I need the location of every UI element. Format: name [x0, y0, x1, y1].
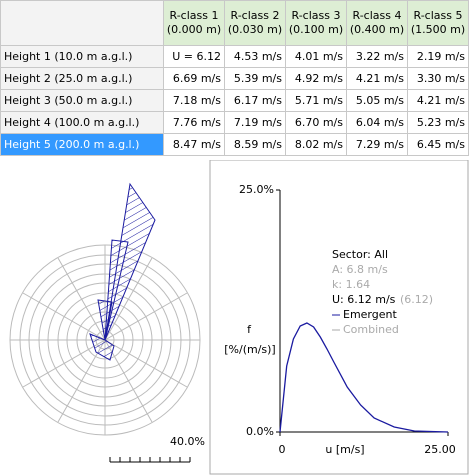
cell: 3.22 m/s: [346, 45, 408, 68]
cell: 4.53 m/s: [224, 45, 286, 68]
column-name: R-class 1: [169, 9, 219, 22]
y-axis-label: f: [247, 323, 252, 336]
row-header: Height 2 (25.0 m a.g.l.): [0, 67, 164, 90]
cell: 7.76 m/s: [163, 111, 225, 134]
legend-a: A: 6.8 m/s: [332, 263, 388, 276]
plot-frame: [209, 160, 469, 475]
cell: 8.59 m/s: [224, 133, 286, 156]
cell: 8.47 m/s: [163, 133, 225, 156]
header-row: R-class 1 (0.000 m) R-class 2 (0.030 m) R-cl…: [0, 0, 469, 46]
cell: 6.69 m/s: [163, 67, 225, 90]
cell: 5.23 m/s: [407, 111, 469, 134]
column-header: R-class 2 (0.030 m): [224, 0, 286, 46]
cell: 4.21 m/s: [346, 67, 408, 90]
cell: 5.39 m/s: [224, 67, 286, 90]
row-header: Height 5 (200.0 m a.g.l.): [0, 133, 164, 156]
legend-emergent: Emergent: [343, 308, 397, 321]
table-row: Height 3 (50.0 m a.g.l.) 7.18 m/s 6.17 m/s…: [0, 89, 469, 112]
column-height: (0.400 m): [349, 23, 405, 36]
column-height: (1.500 m): [410, 23, 466, 36]
cell: 4.01 m/s: [285, 45, 347, 68]
table-row: Height 2 (25.0 m a.g.l.) 6.69 m/s 5.39 m/s…: [0, 67, 469, 90]
legend-sector: Sector: All: [332, 248, 388, 261]
cell: 5.05 m/s: [346, 89, 408, 112]
column-height: (0.000 m): [166, 23, 222, 36]
y-axis-unit: [%/(m/s)]: [224, 343, 275, 356]
cell: 7.29 m/s: [346, 133, 408, 156]
legend-u: U: 6.12 m/s: [332, 293, 396, 306]
column-name: R-class 5: [413, 9, 463, 22]
column-name: R-class 3: [291, 9, 341, 22]
cell: 4.92 m/s: [285, 67, 347, 90]
cell: 6.45 m/s: [407, 133, 469, 156]
column-height: (0.030 m): [227, 23, 283, 36]
cell: 3.30 m/s: [407, 67, 469, 90]
rose-scale: 40.0%: [170, 435, 205, 448]
column-height: (0.100 m): [288, 23, 344, 36]
results-table: R-class 1 (0.000 m) R-class 2 (0.030 m) R-cl…: [0, 0, 469, 156]
cell: 4.21 m/s: [407, 89, 469, 112]
legend-u-combined: (6.12): [400, 293, 433, 306]
column-name: R-class 2: [230, 9, 280, 22]
column-name: R-class 4: [352, 9, 402, 22]
cell: 6.17 m/s: [224, 89, 286, 112]
row-header: Height 3 (50.0 m a.g.l.): [0, 89, 164, 112]
table-row: Height 5 (200.0 m a.g.l.) 8.47 m/s 8.59 m/…: [0, 133, 469, 156]
cell: 6.04 m/s: [346, 111, 408, 134]
table-row: Height 4 (100.0 m a.g.l.) 7.76 m/s 7.19 m/…: [0, 111, 469, 134]
y-bottom-label: 0.0%: [246, 425, 274, 438]
x-axis-label: u [m/s]: [325, 443, 364, 456]
cell: 5.71 m/s: [285, 89, 347, 112]
row-header: Height 1 (10.0 m a.g.l.): [0, 45, 164, 68]
cell: 8.02 m/s: [285, 133, 347, 156]
legend-combined: Combined: [343, 323, 399, 336]
column-header: R-class 5 (1.500 m): [407, 0, 469, 46]
column-header: R-class 3 (0.100 m): [285, 0, 347, 46]
wind-rose: [9, 182, 201, 463]
corner: [0, 0, 164, 46]
x-right-label: 25.00: [424, 443, 456, 456]
legend-k: k: 1.64: [332, 278, 370, 291]
weibull-curve: [279, 322, 449, 433]
x-left-label: 0: [279, 443, 286, 456]
cell: 6.70 m/s: [285, 111, 347, 134]
cell: 2.19 m/s: [407, 45, 469, 68]
y-top-label: 25.0%: [239, 183, 274, 196]
column-header: R-class 4 (0.400 m): [346, 0, 408, 46]
column-header: R-class 1 (0.000 m): [163, 0, 225, 46]
row-header: Height 4 (100.0 m a.g.l.): [0, 111, 164, 134]
cell: 7.19 m/s: [224, 111, 286, 134]
cell: 7.18 m/s: [163, 89, 225, 112]
panels: 40.0% 25.0% 0.0% 0 25.00 u [m/s] f [%/(m…: [9, 160, 469, 475]
cell: U = 6.12: [163, 45, 225, 68]
table-row: Height 1 (10.0 m a.g.l.) U = 6.12 4.53 m/s…: [0, 45, 469, 68]
